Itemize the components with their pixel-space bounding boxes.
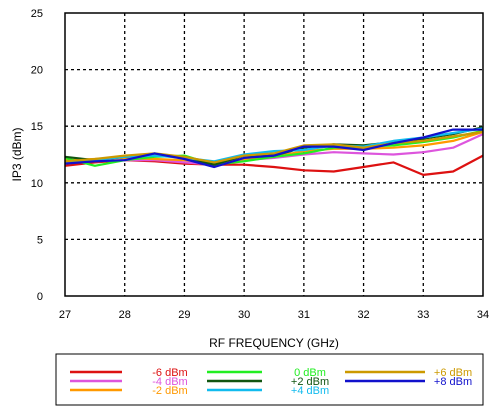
legend-label-0dbm: 0 dBm [294, 367, 326, 379]
x-tick-label: 31 [298, 309, 310, 321]
legend-label-6dbm: -6 dBm [152, 367, 187, 379]
legend-box [55, 353, 484, 406]
legend-label-8dbm: +8 dBm [434, 376, 472, 388]
y-axis-label: IP3 (dBm) [10, 127, 24, 181]
y-tick-label: 5 [37, 234, 43, 246]
legend-label-2dbm: +2 dBm [291, 376, 329, 388]
series-line-0dbm [64, 129, 484, 167]
y-tick-label: 10 [31, 178, 43, 190]
series-line-8dbm [64, 128, 483, 169]
series-line-6dbm [64, 130, 484, 164]
legend-label-6dbm: +6 dBm [434, 367, 472, 379]
y-tick-label: 15 [31, 121, 43, 133]
x-tick-label: 30 [238, 309, 250, 321]
grid-lines [65, 13, 483, 296]
series-lines [64, 126, 484, 176]
plot-frame [64, 12, 484, 297]
legend-label-4dbm: +4 dBm [291, 385, 329, 397]
x-tick-label: 29 [178, 309, 190, 321]
y-tick-label: 25 [31, 8, 43, 20]
x-tick-labels: 27 28 29 30 31 32 33 34 [59, 309, 489, 321]
x-tick-label: 27 [59, 309, 71, 321]
y-tick-label: 0 [37, 291, 43, 303]
x-tick-label: 32 [357, 309, 369, 321]
legend-label-4dbm: -4 dBm [152, 376, 187, 388]
y-tick-labels: 0 5 10 15 20 25 [31, 8, 43, 303]
x-tick-label: 33 [417, 309, 429, 321]
x-tick-label: 28 [119, 309, 131, 321]
x-tick-label: 34 [477, 309, 489, 321]
y-tick-label: 20 [31, 65, 43, 77]
legend-label-2dbm: -2 dBm [152, 385, 187, 397]
x-axis-label: RF FREQUENCY (GHz) [209, 336, 339, 350]
legend: -6 dBm-4 dBm-2 dBm 0 dBm+2 dBm+4 dBm +6 dB… [70, 367, 472, 397]
